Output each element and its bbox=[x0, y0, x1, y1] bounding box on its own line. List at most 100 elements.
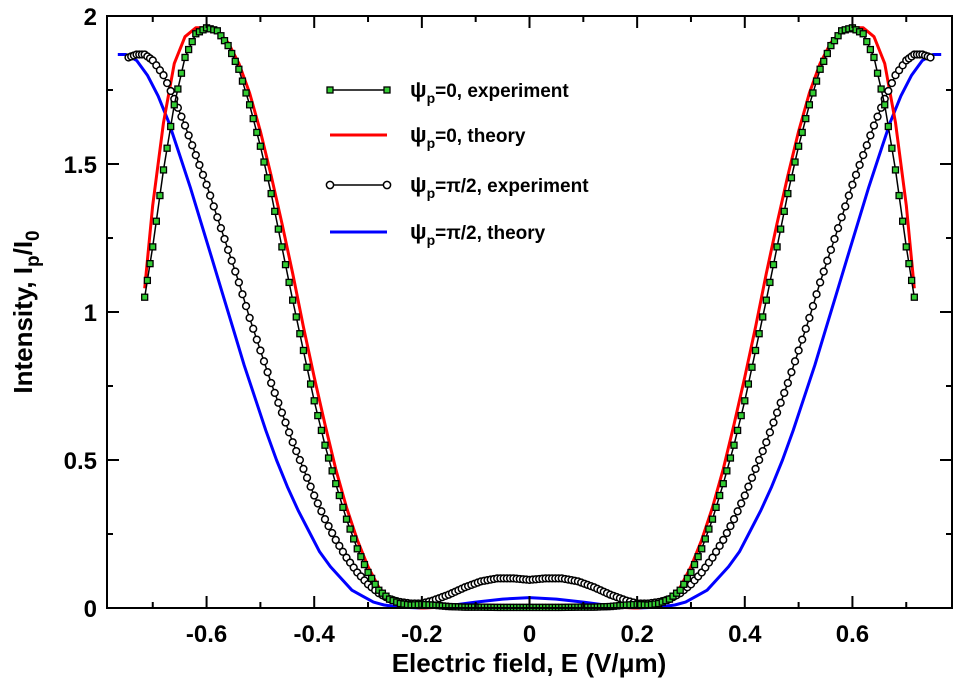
data-point-square bbox=[249, 114, 257, 123]
x-tick-label: 0.4 bbox=[728, 621, 762, 648]
data-point-circle bbox=[826, 245, 836, 254]
data-point-square bbox=[188, 38, 196, 46]
data-point-circle bbox=[798, 335, 807, 344]
data-point-square bbox=[289, 296, 297, 304]
legend-label: ψp=0, theory bbox=[410, 122, 526, 151]
data-point-circle bbox=[263, 368, 272, 377]
data-point-square bbox=[260, 158, 268, 166]
data-point-square bbox=[777, 225, 785, 233]
data-point-square bbox=[751, 346, 760, 355]
legend-marker bbox=[382, 180, 392, 190]
data-point-square bbox=[812, 77, 821, 85]
data-point-circle bbox=[267, 378, 276, 388]
data-point-square bbox=[748, 363, 756, 371]
data-point-square bbox=[253, 128, 261, 137]
data-point-square bbox=[238, 77, 247, 85]
data-point-circle bbox=[249, 324, 258, 333]
data-point-circle bbox=[162, 78, 172, 88]
data-point-circle bbox=[234, 278, 244, 287]
data-point-square bbox=[228, 49, 236, 58]
data-point-square bbox=[683, 574, 692, 583]
x-tick-label: -0.4 bbox=[294, 621, 336, 648]
data-point-circle bbox=[726, 521, 735, 531]
data-point-square bbox=[177, 69, 186, 77]
data-point-square bbox=[149, 243, 157, 251]
data-point-circle bbox=[733, 507, 742, 516]
data-point-square bbox=[306, 380, 315, 388]
data-point-square bbox=[820, 57, 828, 66]
data-point-circle bbox=[884, 86, 893, 96]
data-point-circle bbox=[873, 112, 882, 121]
data-point-circle bbox=[302, 473, 312, 482]
data-point-circle bbox=[328, 528, 337, 538]
data-point-square bbox=[816, 65, 824, 73]
data-point-circle bbox=[238, 290, 247, 299]
ticks-layer: -0.6 -0.4 -0.2 0 0.2 0.4 0.6 0 0.5 1 1.5 2 bbox=[64, 4, 952, 648]
data-point-circle bbox=[335, 541, 344, 550]
data-point-circle bbox=[744, 482, 753, 491]
data-point-circle bbox=[180, 121, 190, 130]
data-point-circle bbox=[837, 213, 846, 222]
data-point-square bbox=[296, 330, 304, 338]
data-point-circle bbox=[747, 473, 757, 482]
y-axis-title: Intensity, Ip/I0 bbox=[8, 230, 44, 393]
legend-entry: ψp=π/2, theory bbox=[330, 219, 546, 248]
data-point-circle bbox=[754, 455, 764, 465]
data-point-square bbox=[791, 158, 799, 166]
data-point-circle bbox=[252, 335, 261, 344]
data-point-circle bbox=[281, 418, 290, 427]
data-point-square bbox=[335, 491, 343, 500]
data-point-square bbox=[346, 525, 354, 533]
data-point-square bbox=[159, 166, 168, 174]
data-point-circle bbox=[184, 131, 193, 140]
data-point-square bbox=[357, 553, 365, 561]
data-point-square bbox=[698, 545, 706, 553]
data-point-circle bbox=[729, 515, 739, 524]
data-point-square bbox=[730, 441, 738, 449]
legend-marker bbox=[325, 180, 335, 190]
data-point-square bbox=[339, 503, 347, 512]
data-point-square bbox=[733, 426, 742, 435]
legend-psi-symbol: ψ bbox=[410, 77, 427, 102]
legend-label: ψp=π/2, theory bbox=[410, 219, 546, 248]
data-point-square bbox=[181, 53, 189, 62]
y-tick-label: 1 bbox=[84, 300, 97, 327]
data-point-circle bbox=[772, 408, 782, 417]
data-point-square bbox=[156, 191, 164, 200]
data-point-square bbox=[719, 480, 727, 488]
data-point-square bbox=[310, 397, 318, 405]
data-point-square bbox=[881, 101, 889, 109]
data-point-square bbox=[278, 243, 286, 251]
data-point-square bbox=[769, 260, 778, 269]
data-point-square bbox=[766, 278, 774, 287]
legend-entry: ψp=π/2, experiment bbox=[325, 172, 589, 201]
data-point-square bbox=[712, 503, 720, 512]
data-point-square bbox=[741, 397, 749, 405]
data-point-circle bbox=[851, 170, 861, 180]
legend-text: =π/2, experiment bbox=[435, 176, 589, 197]
data-point-square bbox=[863, 38, 871, 46]
data-point-square bbox=[737, 411, 745, 420]
data-point-square bbox=[884, 122, 892, 131]
data-point-square bbox=[690, 560, 699, 569]
y-axis-title-slash: /I bbox=[8, 241, 38, 255]
data-point-circle bbox=[295, 455, 305, 465]
data-point-square bbox=[263, 174, 272, 182]
data-point-circle bbox=[227, 256, 236, 265]
data-point-circle bbox=[808, 301, 818, 311]
data-point-square bbox=[787, 174, 796, 182]
data-point-square bbox=[328, 467, 336, 475]
data-point-circle bbox=[166, 86, 175, 96]
data-point-circle bbox=[320, 515, 330, 524]
data-point-circle bbox=[231, 267, 240, 276]
data-point-square bbox=[676, 586, 684, 594]
data-point-circle bbox=[833, 223, 843, 233]
data-point-circle bbox=[259, 357, 269, 366]
data-point-circle bbox=[195, 160, 204, 170]
data-point-square bbox=[367, 574, 376, 583]
legend-entry: ψp=0, experiment bbox=[326, 77, 569, 106]
data-point-circle bbox=[331, 535, 340, 545]
data-point-square bbox=[687, 568, 695, 577]
data-point-circle bbox=[306, 482, 315, 491]
